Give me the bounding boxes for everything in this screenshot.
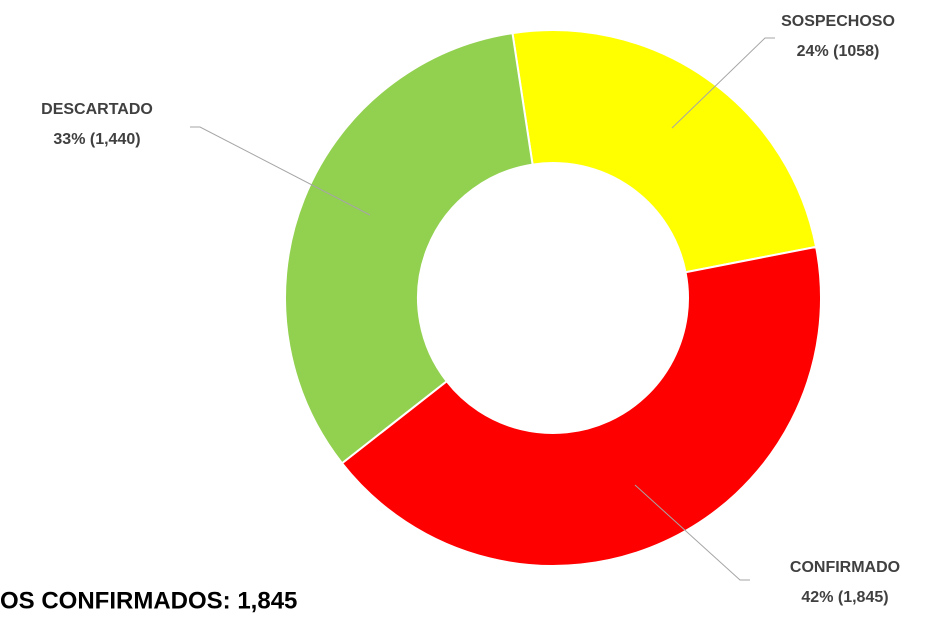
footer: OS CONFIRMADOS: 1,845	[0, 587, 297, 614]
category-label: SOSPECHOSO	[781, 13, 895, 30]
value-label: 42% (1,845)	[801, 589, 888, 606]
category-label: CONFIRMADO	[790, 559, 900, 576]
donut-segment	[340, 245, 822, 568]
leader-line	[671, 37, 775, 129]
value-label: 24% (1058)	[797, 43, 880, 60]
leader-line	[190, 126, 371, 216]
value-label: 33% (1,440)	[53, 131, 140, 148]
donut-segment	[284, 31, 534, 465]
leader-line	[634, 484, 750, 581]
donut-segment	[511, 29, 818, 274]
category-label: DESCARTADO	[41, 101, 153, 118]
